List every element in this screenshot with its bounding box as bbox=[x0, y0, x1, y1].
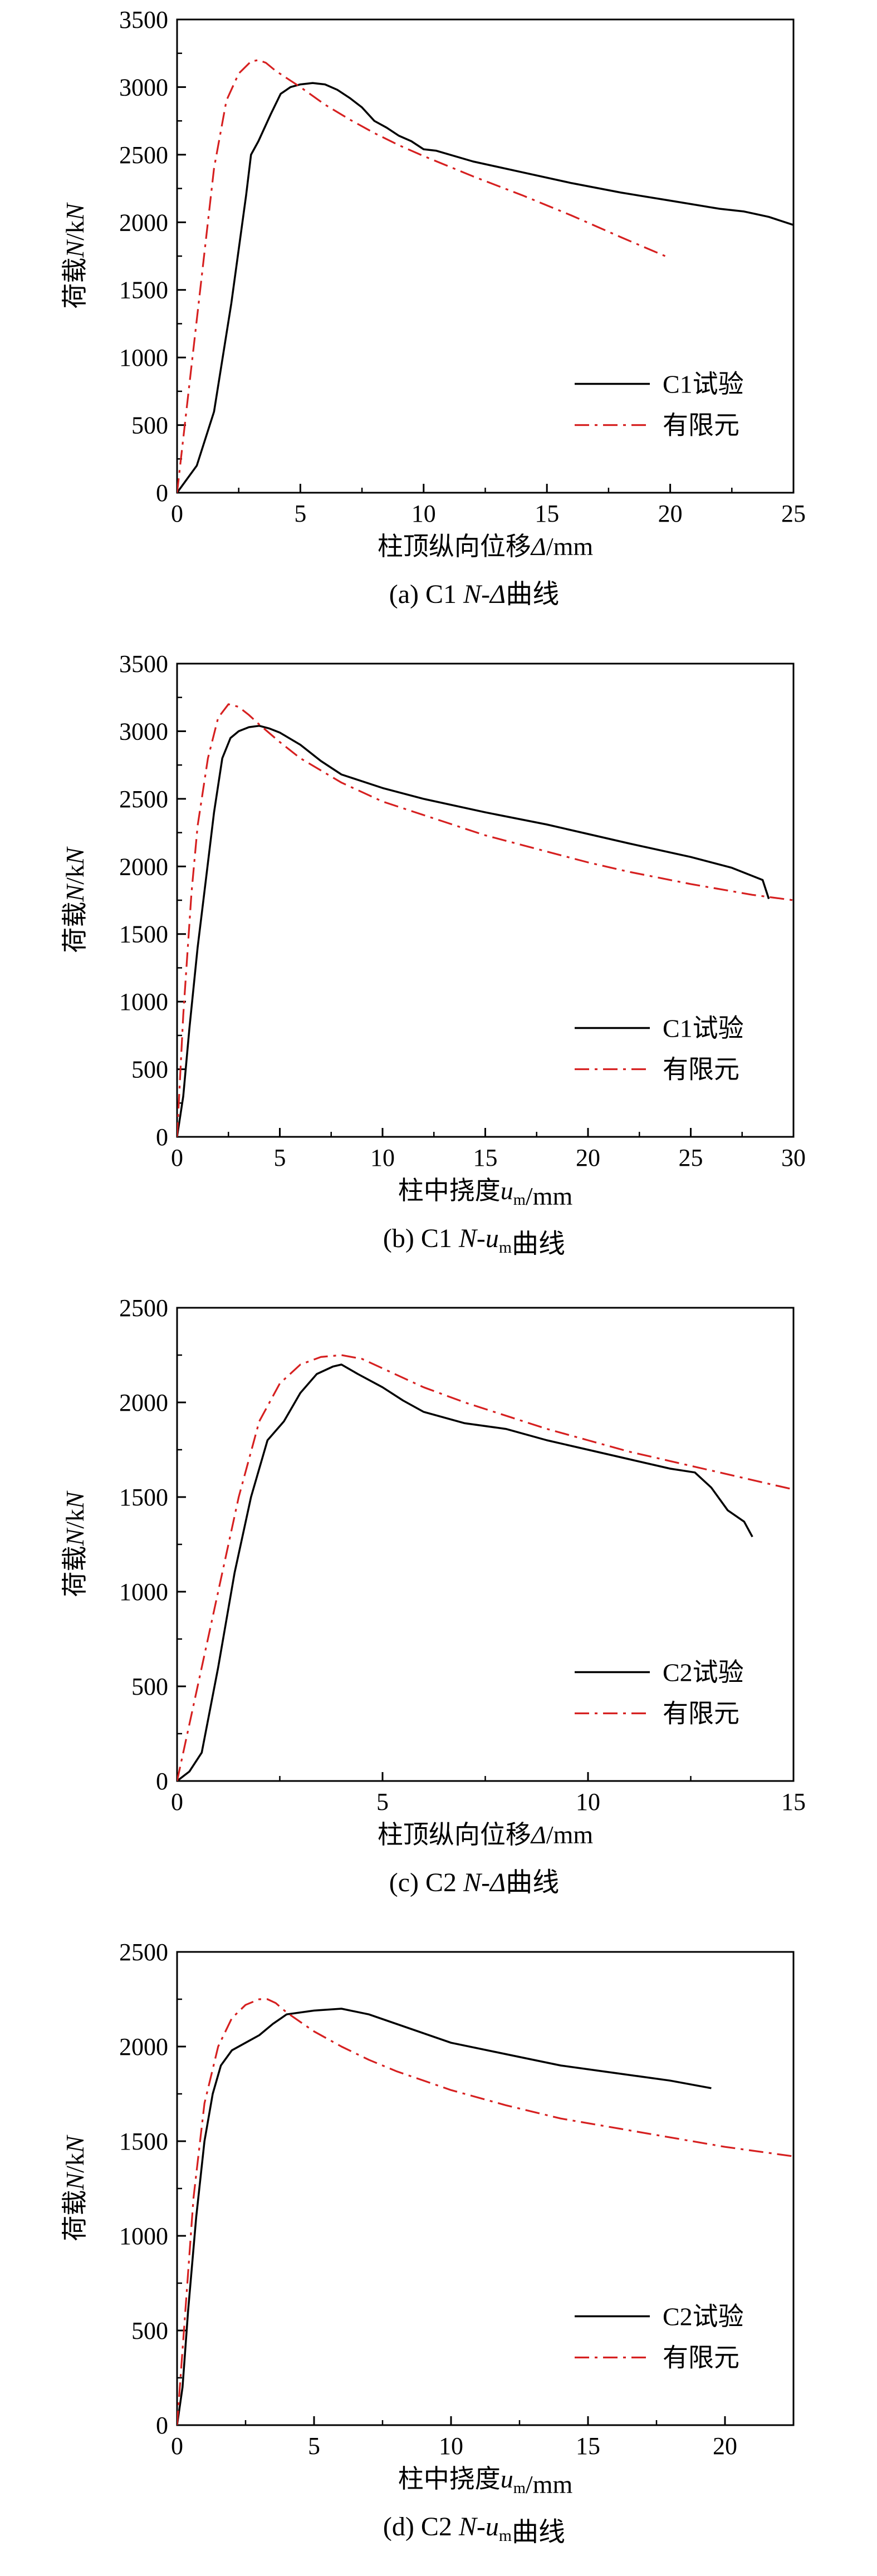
legend-label: 有限元 bbox=[663, 411, 739, 440]
x-tick-label: 20 bbox=[658, 500, 683, 527]
chart-c: 0 5 10 15 0 500 1000 1500 2000 2500 柱顶纵向位移Δ/mm 荷载N/… bbox=[61, 1294, 806, 1897]
x-tick-label: 20 bbox=[713, 2432, 737, 2460]
legend-label: C1试验 bbox=[663, 370, 744, 399]
legend-label: C2试验 bbox=[663, 2303, 744, 2331]
chart-panel-a: 0 5 10 15 20 25 0 500 1000 1500 2000 2500 3000 3500 柱顶… bbox=[0, 0, 877, 635]
y-tick-label: 1500 bbox=[119, 2128, 168, 2155]
y-tick-label: 3000 bbox=[119, 73, 168, 101]
y-axis-title: 荷载N/kN bbox=[61, 2135, 89, 2241]
x-tick-label: 0 bbox=[171, 2432, 183, 2460]
x-tick-label: 10 bbox=[370, 1144, 395, 1171]
y-tick-label: 0 bbox=[156, 2412, 168, 2439]
y-tick-label: 2000 bbox=[119, 2033, 168, 2060]
legend-label: C1试验 bbox=[663, 1014, 744, 1043]
y-tick-label: 1500 bbox=[119, 921, 168, 948]
x-tick-label: 0 bbox=[171, 1788, 183, 1816]
chart-a: 0 5 10 15 20 25 0 500 1000 1500 2000 2500 3000 3500 柱顶… bbox=[61, 6, 806, 609]
chart-caption: (a) C1 N-Δ曲线 bbox=[389, 580, 559, 609]
x-tick-label: 0 bbox=[171, 500, 183, 527]
y-tick-label: 500 bbox=[131, 412, 168, 439]
series-line-fem bbox=[177, 1998, 793, 2425]
y-tick-label: 1500 bbox=[119, 277, 168, 304]
series-line-test bbox=[177, 1363, 753, 1781]
x-tick-label: 25 bbox=[781, 500, 806, 527]
x-tick-label: 15 bbox=[781, 1788, 806, 1816]
x-tick-label: 10 bbox=[439, 2432, 463, 2460]
y-tick-label: 500 bbox=[131, 2317, 168, 2344]
x-tick-label: 25 bbox=[679, 1144, 703, 1171]
chart-panel-c: 0 5 10 15 0 500 1000 1500 2000 2500 柱顶纵向位移Δ/mm 荷载N/… bbox=[0, 1288, 877, 1923]
x-tick-label: 30 bbox=[781, 1144, 806, 1171]
x-axis-title: 柱中挠度um/mm bbox=[398, 1176, 573, 1210]
series-line-test bbox=[177, 2008, 712, 2425]
y-tick-label: 3000 bbox=[119, 718, 168, 745]
chart-caption: (d) C2 N-um曲线 bbox=[383, 2512, 565, 2547]
y-tick-label: 2000 bbox=[119, 853, 168, 880]
x-tick-label: 5 bbox=[294, 500, 306, 527]
y-tick-label: 2500 bbox=[119, 141, 168, 169]
series-line-test bbox=[177, 724, 770, 1137]
y-tick-label: 2500 bbox=[119, 1294, 168, 1322]
x-axis-title: 柱顶纵向位移Δ/mm bbox=[378, 1821, 594, 1849]
x-tick-label: 0 bbox=[171, 1144, 183, 1171]
y-tick-label: 0 bbox=[156, 1768, 168, 1795]
x-tick-label: 15 bbox=[535, 500, 559, 527]
series-line-fem bbox=[177, 59, 666, 493]
y-tick-label: 2500 bbox=[119, 786, 168, 813]
series-line-fem bbox=[177, 703, 793, 1137]
legend-label: 有限元 bbox=[663, 1056, 739, 1084]
legend-label: 有限元 bbox=[663, 1700, 739, 1728]
y-tick-label: 1000 bbox=[119, 988, 168, 1015]
x-tick-label: 15 bbox=[576, 2432, 600, 2460]
y-tick-label: 1000 bbox=[119, 2222, 168, 2250]
x-tick-label: 20 bbox=[576, 1144, 600, 1171]
chart-d: 0 5 10 15 20 0 500 1000 1500 2000 2500 柱中挠度um/mm 荷载N… bbox=[61, 1939, 795, 2547]
x-tick-label: 10 bbox=[411, 500, 436, 527]
x-axis-title: 柱顶纵向位移Δ/mm bbox=[378, 532, 594, 561]
x-tick-label: 15 bbox=[473, 1144, 498, 1171]
y-tick-label: 0 bbox=[156, 1123, 168, 1151]
legend-label: 有限元 bbox=[663, 2344, 739, 2372]
y-tick-label: 500 bbox=[131, 1056, 168, 1083]
y-tick-label: 1000 bbox=[119, 1578, 168, 1606]
y-tick-label: 0 bbox=[156, 479, 168, 507]
y-tick-label: 1500 bbox=[119, 1484, 168, 1511]
series-line-fem bbox=[177, 1354, 793, 1781]
y-tick-label: 1000 bbox=[119, 344, 168, 371]
y-axis-title: 荷载N/kN bbox=[61, 846, 89, 953]
chart-b: 0 5 10 15 20 25 30 0 500 1000 1500 2000 2500 3000 3500… bbox=[61, 650, 806, 1259]
y-tick-label: 2000 bbox=[119, 1389, 168, 1416]
y-axis-title: 荷载N/kN bbox=[61, 202, 89, 308]
y-tick-label: 3500 bbox=[119, 6, 168, 33]
y-axis-title: 荷载N/kN bbox=[61, 1490, 89, 1597]
chart-panel-b: 0 5 10 15 20 25 30 0 500 1000 1500 2000 2500 3000 3500… bbox=[0, 644, 877, 1279]
chart-panel-d: 0 5 10 15 20 0 500 1000 1500 2000 2500 柱中挠度um/mm 荷载N… bbox=[0, 1932, 877, 2567]
chart-caption: (b) C1 N-um曲线 bbox=[383, 1224, 565, 1259]
legend-label: C2试验 bbox=[663, 1659, 744, 1687]
y-tick-label: 3500 bbox=[119, 650, 168, 678]
y-tick-label: 2500 bbox=[119, 1939, 168, 1966]
x-tick-label: 10 bbox=[576, 1788, 600, 1816]
chart-caption: (c) C2 N-Δ曲线 bbox=[389, 1868, 559, 1897]
y-tick-label: 2000 bbox=[119, 209, 168, 236]
x-axis-title: 柱中挠度um/mm bbox=[398, 2465, 573, 2499]
x-tick-label: 5 bbox=[274, 1144, 286, 1171]
x-tick-label: 5 bbox=[376, 1788, 389, 1816]
y-tick-label: 500 bbox=[131, 1673, 168, 1700]
x-tick-label: 5 bbox=[308, 2432, 320, 2460]
series-line-test bbox=[177, 82, 793, 493]
